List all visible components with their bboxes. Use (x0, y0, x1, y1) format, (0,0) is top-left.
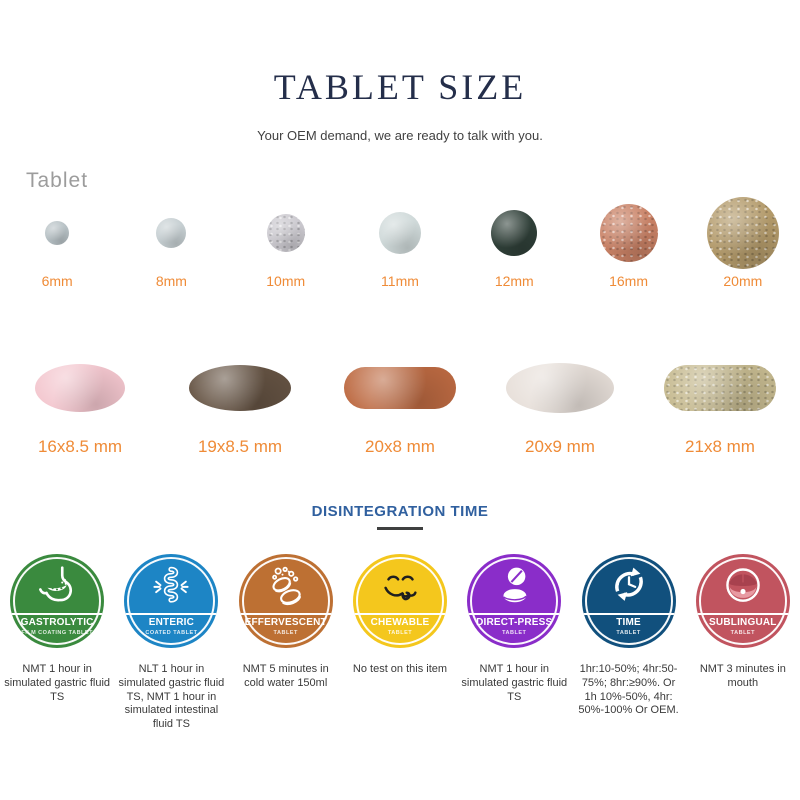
size-label: 19x8.5 mm (197, 437, 283, 456)
disintegration-title: DISINTEGRATION TIME (311, 503, 489, 520)
badge-ring (584, 557, 673, 645)
badge-divider (695, 613, 790, 615)
sublingual-badge: SUBLINGUAL TABLET (695, 554, 790, 648)
tablet-16mm (599, 204, 658, 262)
page-title: TABLET SIZE (273, 67, 527, 107)
badge-description: NMT 3 minutes in mouth (699, 663, 786, 689)
tablet-20mm (706, 197, 779, 269)
size-label: 20x9 mm (525, 437, 595, 456)
tablet-6mm (45, 221, 70, 245)
disintegration-item-effervescent: EFFERVESCENT TABLET NMT 5 minutes in col… (229, 554, 343, 691)
size-label: 16mm (609, 273, 648, 289)
disintegration-item-chewable: CHEWABLE TABLET No test on this item (343, 554, 457, 677)
direct-press-badge: DIRECT-PRESS TABLET (467, 554, 562, 648)
tablet-19x8-5mm (189, 365, 291, 411)
tablet-section-heading: Tablet (26, 169, 89, 192)
badge-ring (13, 557, 102, 645)
round-tablet-item: 12mm (457, 193, 571, 289)
badge-subtitle: TABLET (502, 630, 527, 636)
badge-subtitle: COATED TABLET (145, 630, 198, 636)
round-tablet-item: 8mm (114, 193, 228, 289)
oval-tablet-item: 21x8 mm (640, 353, 800, 457)
badge-subtitle: TABLET (273, 630, 298, 636)
size-label: 11mm (381, 273, 419, 289)
round-tablet-item: 11mm (343, 193, 457, 289)
page-subtitle: Your OEM demand, we are ready to talk wi… (257, 128, 543, 143)
badge-title: SUBLINGUAL (709, 617, 777, 628)
badge-title: EFFERVESCENT (244, 617, 327, 628)
badge-description: NMT 1 hour in simulated gastric fluid TS (461, 663, 568, 703)
tablet-20x9mm (506, 363, 614, 413)
badge-divider (10, 613, 105, 615)
badge-divider (238, 613, 333, 615)
round-tablet-item: 20mm (686, 193, 800, 289)
badge-ring (127, 557, 216, 645)
round-tablet-item: 10mm (229, 193, 343, 289)
tablet-10mm (266, 214, 305, 252)
disintegration-item-enteric: ENTERIC COATED TABLET NLT 1 hour in simu… (114, 554, 228, 732)
chewable-badge: CHEWABLE TABLET (352, 554, 447, 648)
badge-subtitle: TABLET (730, 630, 755, 636)
gastrolytic-badge: GASTROLYTIC FILM COATING TABLET (10, 554, 105, 648)
tablet-20x8mm (344, 367, 456, 409)
size-label: 20mm (723, 273, 763, 289)
tablet-8mm (156, 218, 187, 248)
size-label: 6mm (41, 273, 73, 289)
size-label: 8mm (155, 273, 187, 289)
effervescent-badge: EFFERVESCENT TABLET (238, 554, 333, 648)
disintegration-item-direct-press: DIRECT-PRESS TABLET NMT 1 hour in simula… (457, 554, 571, 704)
disintegration-item-gastrolytic: GASTROLYTIC FILM COATING TABLET NMT 1 ho… (0, 554, 114, 704)
disintegration-badges-row: GASTROLYTIC FILM COATING TABLET NMT 1 ho… (0, 554, 800, 732)
badge-description: No test on this item (352, 663, 448, 675)
tablet-21x8mm (664, 365, 776, 411)
size-label: 16x8.5 mm (37, 437, 123, 456)
badge-description: NMT 1 hour in simulated gastric fluid TS (4, 663, 111, 703)
badge-title: CHEWABLE (370, 617, 430, 628)
tablet-16x8-5mm (35, 364, 125, 412)
badge-divider (352, 613, 447, 615)
time-badge: TIME TABLET (581, 554, 676, 648)
oval-tablet-item: 19x8.5 mm (160, 353, 320, 457)
badge-ring (355, 557, 444, 645)
round-tablet-item: 6mm (0, 193, 114, 289)
badge-subtitle: FILM COATING TABLET (21, 630, 93, 636)
badge-description: NMT 5 minutes in cold water 150ml (242, 663, 329, 689)
badge-divider (124, 613, 219, 615)
round-tablet-row: 6mm 8mm 10mm 11mm 12mm 16mm 20mm (0, 193, 800, 289)
badge-ring (470, 557, 559, 645)
badge-title: DIRECT-PRESS (476, 617, 553, 628)
badge-description: 1hr:10-50%; 4hr:50-75%; 8hr:≥90%. Or 1h … (578, 663, 679, 717)
tablet-12mm (491, 210, 538, 256)
badge-ring (698, 557, 787, 645)
disintegration-item-time: TIME TABLET 1hr:10-50%; 4hr:50-75%; 8hr:… (571, 554, 685, 718)
title-underline (377, 527, 423, 530)
oval-tablet-item: 20x9 mm (480, 353, 640, 457)
badge-title: TIME (616, 617, 641, 628)
badge-title: GASTROLYTIC (20, 617, 94, 628)
badge-description: NLT 1 hour in simulated gastric fluid TS… (118, 663, 225, 730)
badge-subtitle: TABLET (387, 630, 413, 636)
enteric-badge: ENTERIC COATED TABLET (124, 554, 219, 648)
round-tablet-item: 16mm (571, 193, 685, 289)
badge-ring (241, 557, 330, 645)
tablet-11mm (378, 212, 421, 254)
badge-divider (581, 613, 676, 615)
size-label: 21x8 mm (685, 437, 755, 456)
oval-tablet-item: 16x8.5 mm (0, 353, 160, 457)
size-label: 10mm (266, 273, 306, 289)
badge-divider (467, 613, 562, 615)
size-label: 12mm (494, 273, 534, 289)
oval-tablet-row: 16x8.5 mm 19x8.5 mm 20x8 mm 20x9 mm 21x8… (0, 353, 800, 457)
size-label: 20x8 mm (365, 437, 435, 456)
disintegration-item-sublingual: SUBLINGUAL TABLET NMT 3 minutes in mouth (686, 554, 800, 691)
badge-title: ENTERIC (148, 617, 195, 628)
badge-subtitle: TABLET (616, 630, 641, 636)
oval-tablet-item: 20x8 mm (320, 353, 480, 457)
